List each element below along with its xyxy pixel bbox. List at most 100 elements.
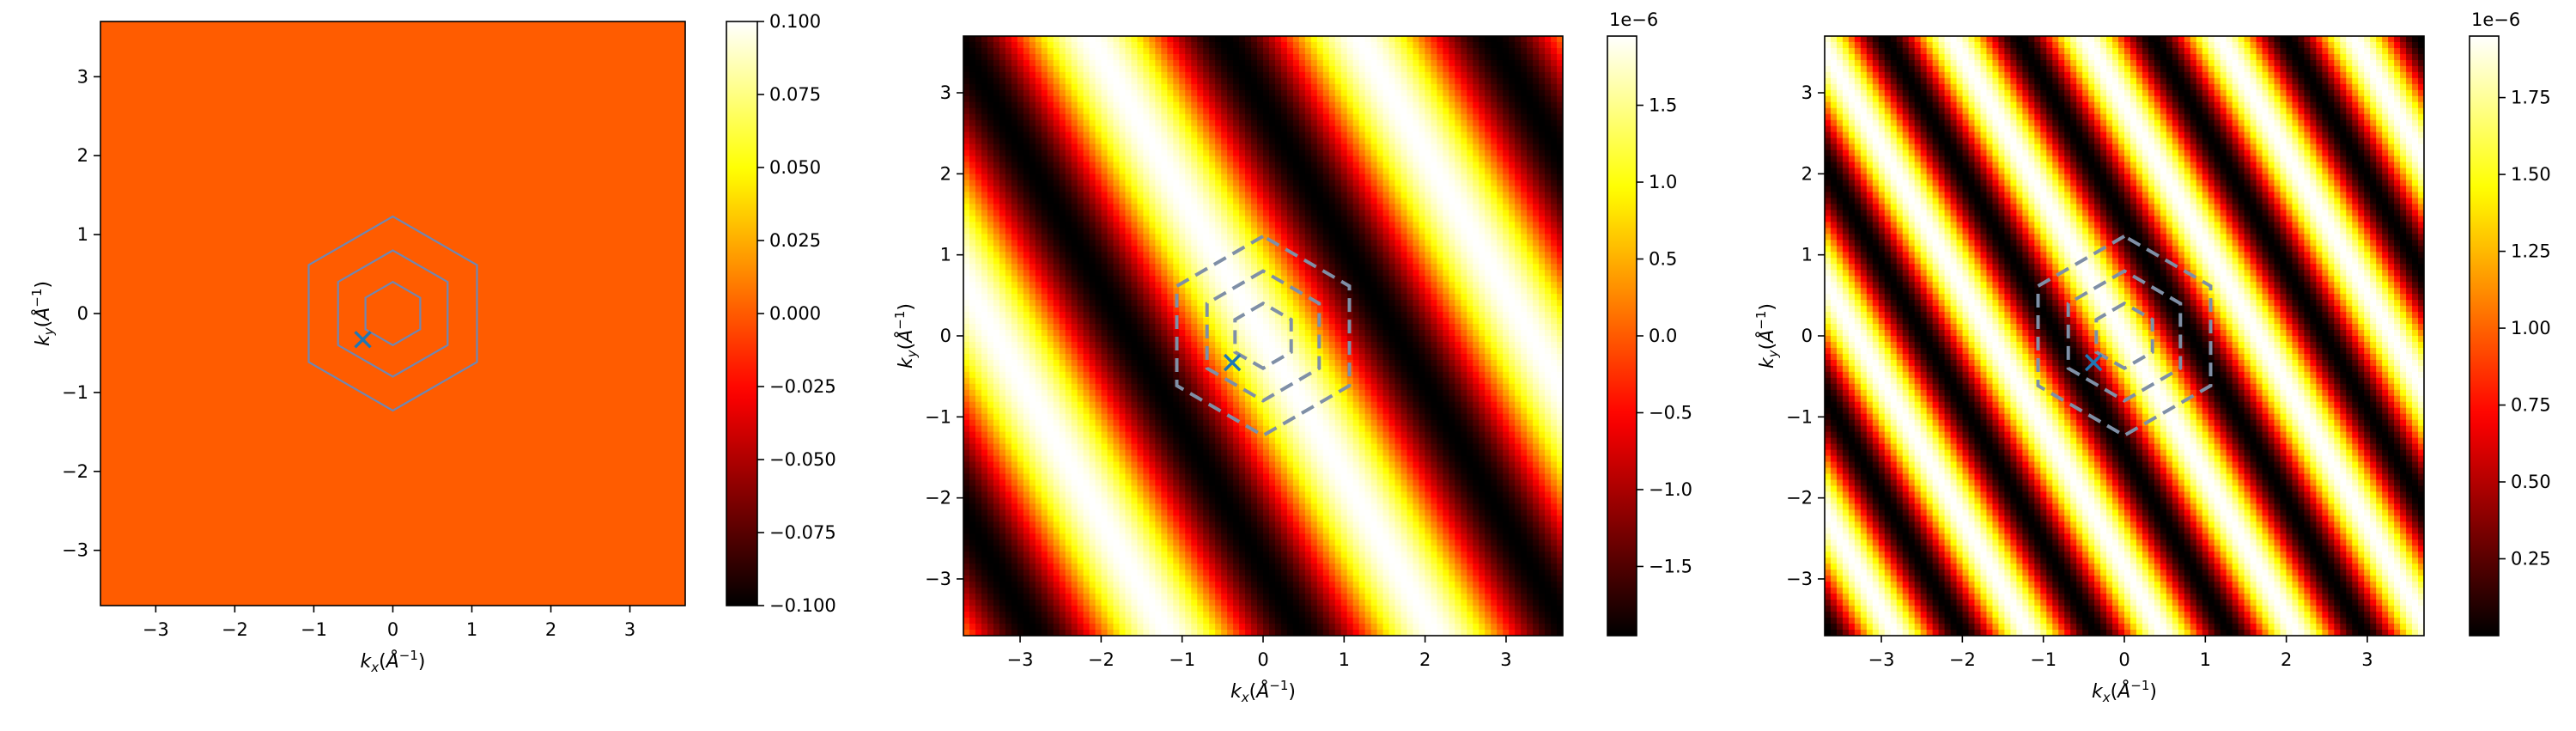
heatmap-cell: [1173, 306, 1180, 313]
heatmap-cell: [1292, 41, 1300, 49]
heatmap-cell: [1425, 77, 1432, 85]
heatmap-cell: [1274, 36, 1282, 43]
heatmap-cell: [1071, 198, 1078, 205]
heatmap-cell: [1503, 294, 1510, 301]
heatmap-cell: [1047, 83, 1054, 91]
heatmap-cell: [1364, 252, 1372, 259]
heatmap-cell: [999, 288, 1006, 295]
heatmap-cell: [1406, 155, 1414, 163]
heatmap-cell: [993, 59, 1000, 67]
heatmap-cell: [1125, 95, 1133, 103]
heatmap-cell: [1425, 36, 1432, 43]
heatmap-cell: [1047, 264, 1054, 271]
heatmap-cell: [1431, 294, 1438, 301]
heatmap-cell: [1011, 330, 1018, 337]
heatmap-cell: [1173, 65, 1180, 73]
heatmap-cell: [1497, 258, 1504, 265]
heatmap-cell: [1400, 168, 1408, 175]
heatmap-cell: [1161, 155, 1168, 163]
heatmap-cell: [1119, 119, 1127, 127]
heatmap-cell: [993, 125, 1000, 133]
colorbar-tick-label: 0.075: [769, 84, 821, 105]
heatmap-cell: [1292, 125, 1300, 133]
heatmap-cell: [1394, 240, 1402, 247]
heatmap-cell: [1143, 288, 1150, 295]
heatmap-cell: [1227, 36, 1234, 43]
heatmap-cell: [1358, 47, 1366, 55]
heatmap-cell: [1245, 210, 1252, 216]
heatmap-cell: [1509, 101, 1516, 109]
heatmap-cell: [1322, 47, 1330, 55]
heatmap-cell: [1485, 36, 1492, 43]
heatmap-cell: [1047, 294, 1054, 301]
heatmap-cell: [1328, 89, 1336, 97]
heatmap-cell: [1539, 264, 1546, 271]
heatmap-cell: [1527, 186, 1534, 193]
heatmap-cell: [1119, 270, 1127, 277]
heatmap-cell: [999, 198, 1006, 205]
heatmap-cell: [1304, 324, 1312, 331]
heatmap-cell: [1101, 107, 1109, 115]
heatmap-cell: [1209, 113, 1216, 121]
heatmap-cell: [1467, 264, 1473, 271]
heatmap-cell: [1334, 113, 1342, 121]
heatmap-cell: [1257, 113, 1264, 121]
heatmap-cell: [1413, 168, 1420, 175]
heatmap-cell: [1185, 192, 1192, 199]
heatmap-cell: [1340, 216, 1348, 222]
heatmap-cell: [1298, 324, 1306, 331]
heatmap-cell: [1095, 65, 1103, 73]
heatmap-cell: [1053, 36, 1060, 43]
heatmap-cell: [1545, 113, 1552, 121]
heatmap-cell: [1173, 47, 1180, 55]
heatmap-cell: [1364, 306, 1372, 313]
heatmap-cell: [969, 312, 976, 319]
heatmap-cell: [1185, 306, 1192, 313]
heatmap-cell: [1137, 143, 1144, 151]
heatmap-cell: [1400, 204, 1408, 211]
heatmap-cell: [1023, 198, 1030, 205]
heatmap-cell: [1370, 149, 1378, 157]
heatmap-cell: [1173, 113, 1180, 121]
heatmap-cell: [1497, 318, 1504, 325]
heatmap-cell: [1011, 65, 1018, 73]
heatmap-cell: [1316, 228, 1324, 235]
heatmap-cell: [1023, 59, 1030, 67]
heatmap-cell: [1316, 174, 1324, 181]
heatmap-cell: [1364, 137, 1372, 145]
heatmap-cell: [1125, 330, 1133, 337]
heatmap-cell: [1527, 300, 1534, 307]
heatmap-cell: [1509, 47, 1516, 55]
heatmap-cell: [1041, 65, 1048, 73]
heatmap-cell: [981, 125, 988, 133]
heatmap-cell: [1322, 198, 1330, 205]
heatmap-cell: [969, 155, 976, 163]
heatmap-cell: [1298, 71, 1306, 79]
heatmap-cell: [1394, 198, 1402, 205]
heatmap-cell: [1491, 83, 1498, 91]
heatmap-cell: [1413, 95, 1420, 103]
heatmap-cell: [1491, 59, 1498, 67]
heatmap-cell: [1539, 192, 1546, 199]
heatmap-cell: [1107, 294, 1115, 301]
heatmap-cell: [999, 77, 1006, 85]
heatmap-cell: [1551, 107, 1558, 115]
heatmap-cell: [1197, 198, 1204, 205]
heatmap-cell: [1316, 276, 1324, 283]
heatmap-cell: [1197, 204, 1204, 211]
heatmap-cell: [1239, 131, 1246, 139]
heatmap-cell: [1364, 119, 1372, 127]
heatmap-cell: [1245, 119, 1252, 127]
heatmap-cell: [1179, 83, 1186, 91]
heatmap-cell: [1107, 330, 1115, 337]
heatmap-cell: [1035, 161, 1042, 169]
heatmap-cell: [1533, 270, 1540, 277]
heatmap-cell: [1197, 71, 1204, 79]
heatmap-cell: [1011, 240, 1018, 247]
heatmap-cell: [993, 294, 1000, 301]
heatmap-cell: [1413, 161, 1420, 169]
heatmap-cell: [1095, 143, 1103, 151]
heatmap-cell: [1209, 41, 1216, 49]
heatmap-cell: [1358, 149, 1366, 157]
heatmap-cell: [1515, 41, 1522, 49]
